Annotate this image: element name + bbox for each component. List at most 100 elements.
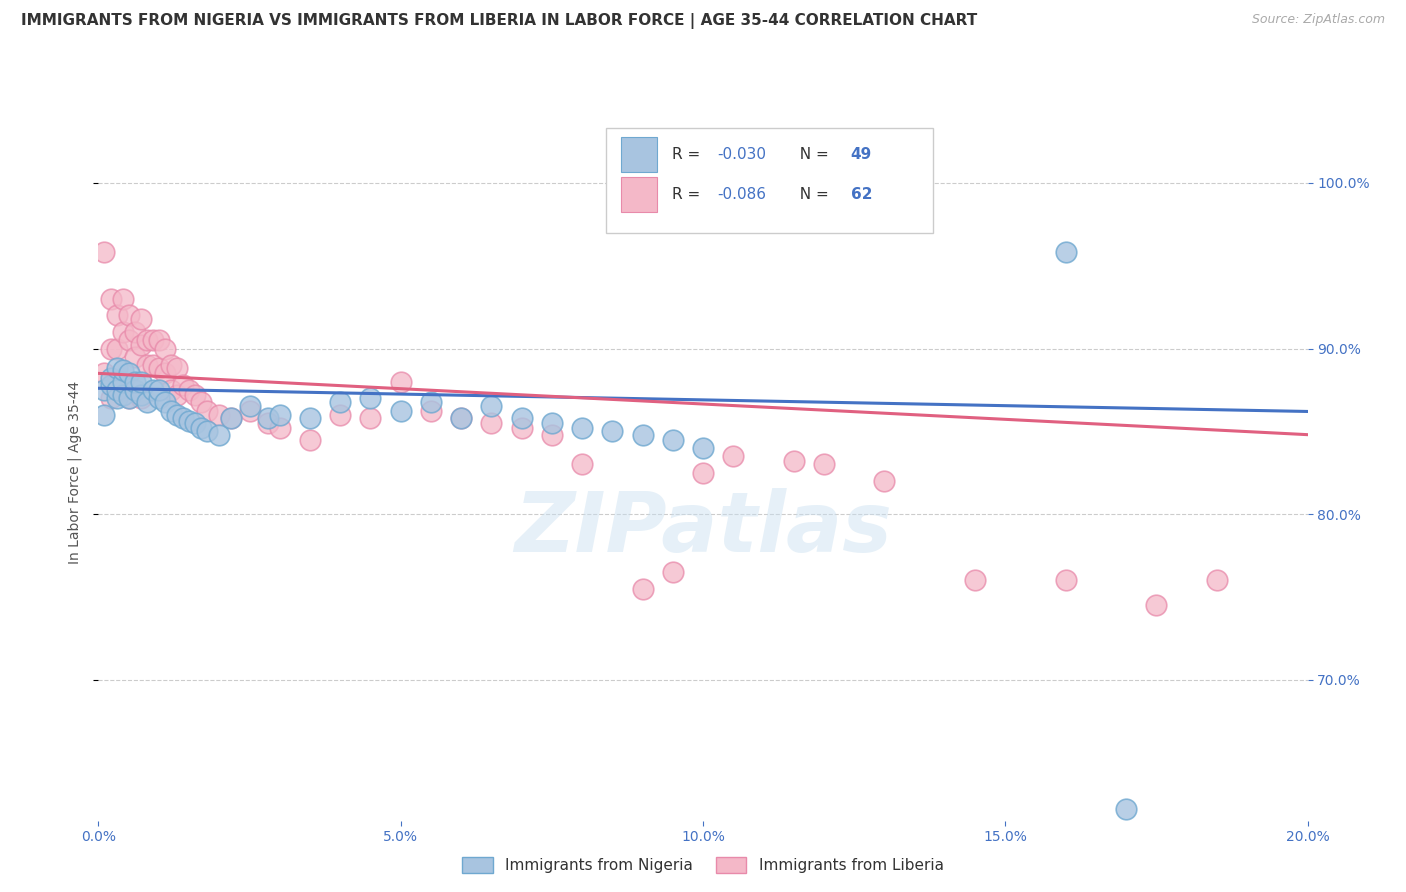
- Point: [111, 325, 134, 339]
- Point: [571, 458, 593, 472]
- Point: [166, 361, 188, 376]
- Point: [135, 394, 157, 409]
- Point: [153, 394, 176, 409]
- Point: [420, 394, 443, 409]
- Point: [160, 383, 183, 397]
- Point: [142, 358, 165, 372]
- Point: [100, 391, 122, 405]
- Point: [129, 375, 152, 389]
- Point: [256, 416, 278, 430]
- Text: 62: 62: [851, 187, 872, 202]
- Point: [692, 441, 714, 455]
- Point: [135, 333, 157, 347]
- Point: [148, 333, 170, 347]
- Point: [160, 404, 183, 418]
- Point: [179, 414, 201, 428]
- Text: -0.086: -0.086: [717, 187, 766, 202]
- Y-axis label: In Labor Force | Age 35-44: In Labor Force | Age 35-44: [67, 381, 83, 565]
- Point: [723, 449, 745, 463]
- Point: [166, 408, 188, 422]
- Text: R =: R =: [672, 147, 704, 162]
- Point: [93, 383, 115, 397]
- Point: [111, 363, 134, 377]
- Legend: Immigrants from Nigeria, Immigrants from Liberia: Immigrants from Nigeria, Immigrants from…: [456, 851, 950, 880]
- Point: [195, 425, 218, 439]
- Point: [124, 383, 146, 397]
- Point: [93, 408, 115, 422]
- Point: [965, 574, 987, 588]
- Point: [239, 400, 262, 414]
- Point: [129, 338, 152, 352]
- Point: [105, 309, 128, 323]
- Point: [111, 383, 134, 397]
- Point: [360, 391, 382, 405]
- Text: ZIPatlas: ZIPatlas: [515, 488, 891, 569]
- Point: [450, 411, 472, 425]
- Point: [153, 342, 176, 356]
- Point: [105, 391, 128, 405]
- Point: [105, 383, 128, 397]
- Point: [184, 416, 207, 430]
- Point: [602, 425, 624, 439]
- Point: [153, 367, 176, 381]
- Text: IMMIGRANTS FROM NIGERIA VS IMMIGRANTS FROM LIBERIA IN LABOR FORCE | AGE 35-44 CO: IMMIGRANTS FROM NIGERIA VS IMMIGRANTS FR…: [21, 13, 977, 29]
- Point: [111, 292, 134, 306]
- Point: [148, 361, 170, 376]
- Text: R =: R =: [672, 187, 704, 202]
- Point: [93, 245, 115, 260]
- Point: [510, 421, 533, 435]
- FancyBboxPatch shape: [621, 177, 657, 212]
- Point: [813, 458, 835, 472]
- Point: [184, 388, 207, 402]
- Point: [269, 421, 291, 435]
- Point: [179, 383, 201, 397]
- Point: [93, 367, 115, 381]
- Point: [1054, 574, 1077, 588]
- Point: [172, 378, 194, 392]
- Point: [111, 375, 134, 389]
- Point: [1144, 599, 1167, 613]
- Point: [118, 367, 141, 381]
- Point: [1054, 245, 1077, 260]
- Point: [124, 375, 146, 389]
- Point: [510, 411, 533, 425]
- Point: [389, 375, 412, 389]
- Point: [1115, 802, 1137, 816]
- Point: [118, 309, 141, 323]
- Point: [481, 416, 503, 430]
- Point: [662, 433, 685, 447]
- Point: [105, 361, 128, 376]
- Point: [269, 408, 291, 422]
- Point: [662, 565, 685, 579]
- Point: [571, 421, 593, 435]
- Point: [118, 391, 141, 405]
- Point: [111, 388, 134, 402]
- Text: N =: N =: [790, 147, 834, 162]
- Point: [208, 408, 231, 422]
- Point: [190, 394, 212, 409]
- Point: [221, 411, 243, 425]
- Point: [389, 404, 412, 418]
- Point: [631, 582, 654, 596]
- Point: [631, 427, 654, 442]
- Point: [692, 466, 714, 480]
- Point: [873, 474, 896, 488]
- Point: [148, 383, 170, 397]
- Point: [124, 325, 146, 339]
- Point: [190, 421, 212, 435]
- Point: [148, 391, 170, 405]
- Point: [129, 388, 152, 402]
- Point: [329, 408, 352, 422]
- Point: [239, 404, 262, 418]
- FancyBboxPatch shape: [621, 137, 657, 172]
- Point: [540, 427, 562, 442]
- Text: 49: 49: [851, 147, 872, 162]
- Point: [100, 378, 122, 392]
- FancyBboxPatch shape: [606, 128, 932, 233]
- Point: [100, 371, 122, 385]
- Point: [540, 416, 562, 430]
- Point: [360, 411, 382, 425]
- Point: [195, 404, 218, 418]
- Point: [105, 342, 128, 356]
- Text: -0.030: -0.030: [717, 147, 766, 162]
